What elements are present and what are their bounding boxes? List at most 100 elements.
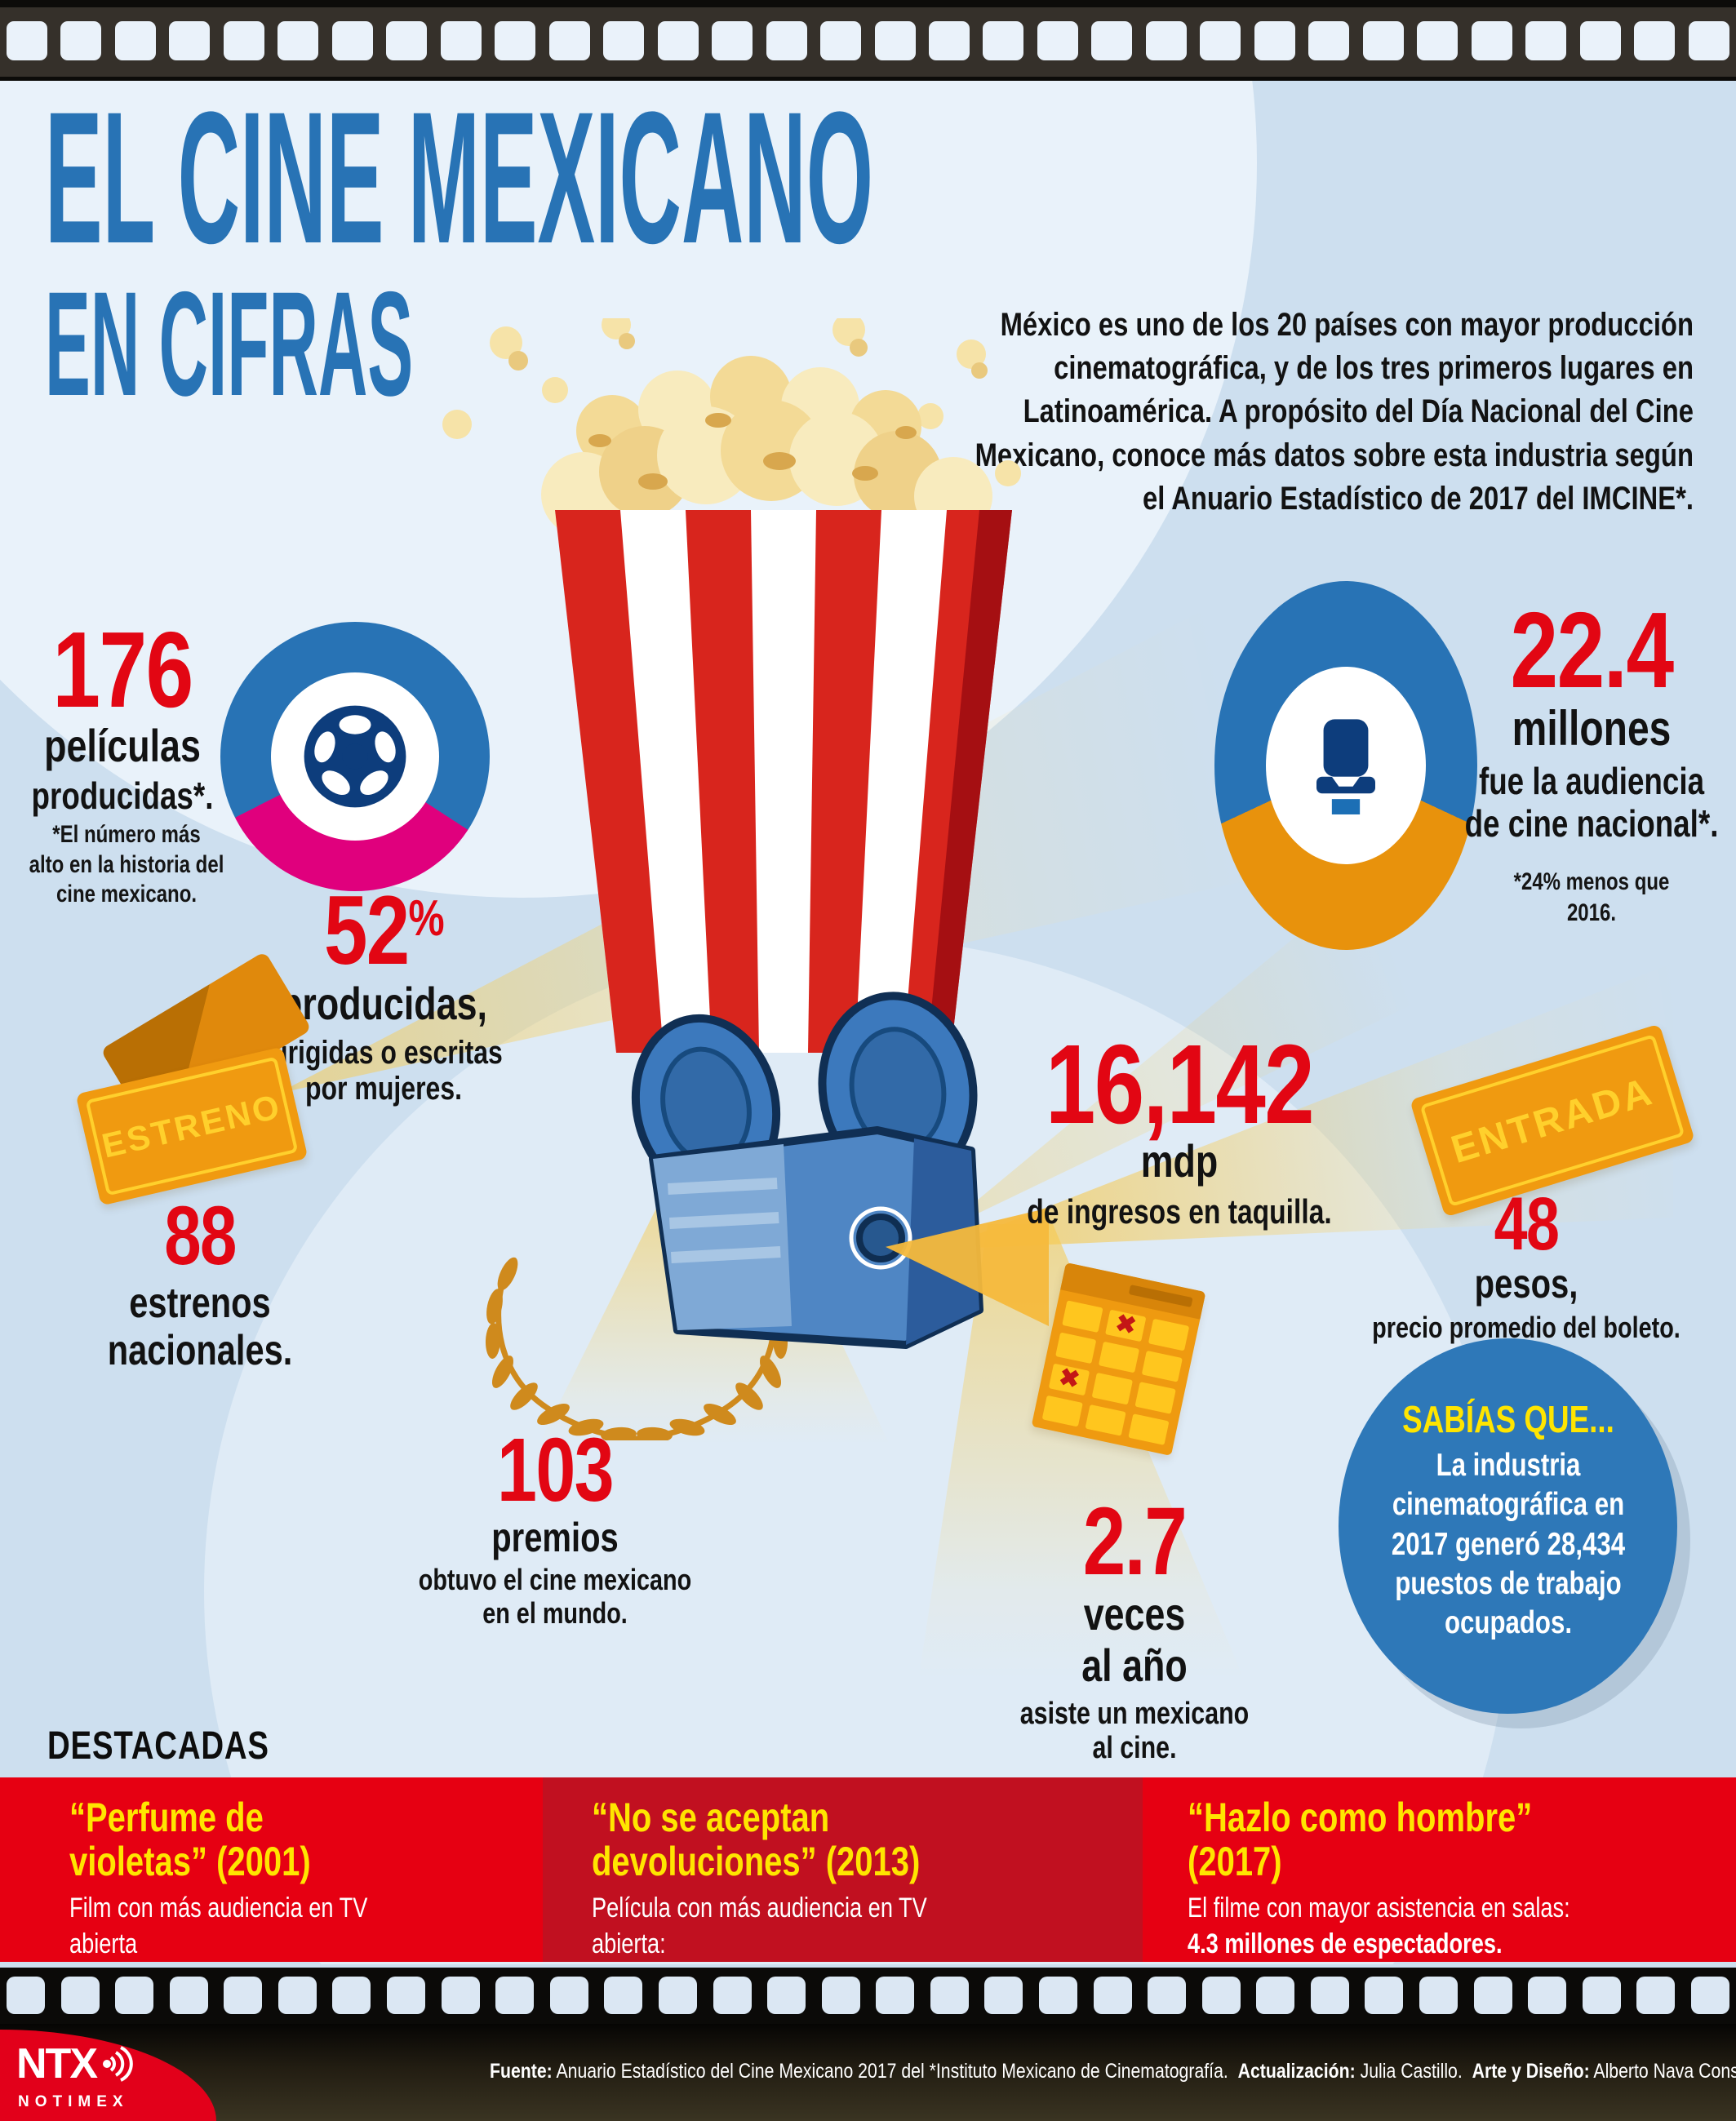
- film-sprocket-hole: [1417, 21, 1459, 60]
- stat-audiencia-footnote: *24% menos que 2016.: [1513, 868, 1670, 926]
- film-sprocket-hole: [930, 1977, 969, 2014]
- notimex-logo-badge: NTX NOTIMEX: [0, 2030, 216, 2121]
- highlight-film-3: “Hazlo como hombre” (2017) El filme con …: [1143, 1777, 1736, 1962]
- intro-line: Latinoamérica. A propósito del Día Nacio…: [1023, 393, 1694, 430]
- film-sprocket-hole: [1037, 21, 1078, 60]
- film-reel-icon: [304, 705, 406, 808]
- film-sprocket-hole: [1145, 21, 1187, 60]
- ntx-logo: NTX: [16, 2043, 137, 2085]
- film-sprocket-hole: [387, 1977, 426, 2014]
- film-sprocket-hole: [224, 1977, 263, 2014]
- film-sprocket-hole: [984, 1977, 1023, 2014]
- film-title: “Hazlo como hombre” (2017): [1188, 1795, 1533, 1884]
- stat-number: 16,142: [1045, 1022, 1315, 1147]
- destacadas-heading: DESTACADAS: [47, 1724, 269, 1768]
- highlight-film-2: “No se aceptan devoluciones” (2013) Pelí…: [543, 1777, 1143, 1995]
- film-sprocket-hole: [1525, 21, 1567, 60]
- film-sprocket-hole: [1688, 21, 1729, 60]
- film-sprocket-hole: [115, 1977, 154, 2014]
- stat-number: 2.7: [1082, 1488, 1188, 1595]
- film-sprocket-hole: [1473, 1977, 1512, 2014]
- film-sprocket-hole: [1201, 1977, 1241, 2014]
- film-sprocket-hole: [277, 1977, 317, 2014]
- stat-peliculas-producidas: 176 películas producidas*.: [0, 610, 286, 817]
- film-sprocket-hole: [114, 21, 156, 60]
- film-sprocket-hole: [386, 21, 428, 60]
- footer-bar: Fuente: Anuario Estadístico del Cine Mex…: [0, 2024, 1736, 2121]
- film-sprocket-hole: [657, 21, 699, 60]
- intro-line: cinematográfica, y de los tres primeros …: [1054, 350, 1694, 387]
- footer-credits: Fuente: Anuario Estadístico del Cine Mex…: [490, 2060, 1736, 2083]
- film-sprocket-hole: [820, 21, 862, 60]
- film-sprocket-hole: [712, 21, 753, 60]
- film-sprocket-hole: [1308, 21, 1350, 60]
- film-sprocket-hole: [1362, 21, 1404, 60]
- film-sprocket-hole: [1579, 21, 1621, 60]
- stat-taquilla: 16,142 mdp de ingresos en taquilla.: [1027, 1022, 1332, 1231]
- film-sprocket-hole: [331, 21, 373, 60]
- film-sprocket-hole: [1471, 21, 1512, 60]
- film-sprocket-hole: [1200, 21, 1241, 60]
- film-sprocket-hole: [1310, 1977, 1349, 2014]
- stat-boleto: 48 pesos, precio promedio del boleto.: [1372, 1183, 1681, 1345]
- film-title: “No se aceptan devoluciones” (2013): [592, 1795, 921, 1884]
- film-sprocket-hole: [604, 1977, 643, 2014]
- film-sprocket-hole: [1634, 21, 1676, 60]
- film-sprocket-hole: [928, 21, 970, 60]
- film-sprocket-hole: [549, 1977, 588, 2014]
- film-sprocket-hole: [60, 21, 102, 60]
- intro-paragraph: México es uno de los 20 países con mayor…: [690, 304, 1694, 521]
- title-line1: EL CINE MEXICANO: [45, 73, 874, 282]
- stat-number: 52%: [323, 876, 445, 985]
- intro-line: México es uno de los 20 países con mayor…: [1000, 307, 1694, 343]
- stat-label: películas: [44, 719, 201, 771]
- popcorn-bucket: [555, 510, 1012, 1053]
- film-sprocket-hole: [658, 1977, 697, 2014]
- title-line2: EN CIFRAS: [45, 260, 414, 427]
- film-sprocket-hole: [169, 1977, 208, 2014]
- film-sprocket-hole: [713, 1977, 752, 2014]
- film-sprocket-hole: [548, 21, 590, 60]
- pie-peliculas-mujeres: [220, 622, 490, 891]
- popcorn-projector-illustration: [442, 318, 1021, 1349]
- laurel-wreath-icon: [485, 1257, 788, 1440]
- film-sprocket-hole: [440, 21, 482, 60]
- film-sprocket-hole: [495, 21, 536, 60]
- stat-number: 176: [52, 610, 193, 730]
- filmstrip-top: [0, 0, 1736, 81]
- film-sprocket-hole: [874, 21, 916, 60]
- cinema-seat-icon: [1316, 719, 1375, 814]
- film-sprocket-hole: [441, 1977, 480, 2014]
- filmstrip-bottom: [0, 1964, 1736, 2024]
- highlight-film-1: “Perfume de violetas” (2001) Film con má…: [0, 1777, 543, 1995]
- film-sprocket-hole: [821, 1977, 860, 2014]
- film-projector-icon: [631, 992, 983, 1349]
- film-sprocket-hole: [169, 21, 211, 60]
- film-sprocket-hole: [223, 21, 264, 60]
- ticket-estreno: ESTRENO: [75, 1046, 309, 1206]
- sabias-title: SABÍAS QUE...: [1401, 1398, 1614, 1440]
- stat-sublabel: producidas*.: [31, 774, 214, 817]
- ticket-estreno-label: ESTRENO: [98, 1086, 286, 1165]
- popcorn-kernels: [442, 318, 1021, 486]
- film-sprocket-hole: [766, 21, 807, 60]
- sabias-que-bubble: SABÍAS QUE... La industria cinematográfi…: [1339, 1338, 1677, 1714]
- film-sprocket-hole: [1636, 1977, 1676, 2014]
- stat-frecuencia: 2.7 veces al año asiste un mexicano al c…: [1019, 1488, 1250, 1766]
- pie-audiencia: [1214, 581, 1477, 950]
- film-sprocket-hole: [1254, 21, 1295, 60]
- stat-number: 88: [164, 1189, 237, 1282]
- film-sprocket-hole: [1148, 1977, 1187, 2014]
- film-sprocket-hole: [1256, 1977, 1295, 2014]
- page-title: EL CINE MEXICANO EN CIFRAS: [45, 73, 1736, 427]
- popcorn-mound: [541, 356, 992, 537]
- film-sprocket-hole: [767, 1977, 806, 2014]
- film-sprocket-hole: [1091, 21, 1133, 60]
- ticket-entrada-label: ENTRADA: [1446, 1069, 1658, 1172]
- film-sprocket-hole: [7, 1977, 45, 2014]
- film-sprocket-hole: [277, 21, 319, 60]
- film-sprocket-hole: [1528, 1977, 1567, 2014]
- stat-peliculas-footnote: *El número más alto en la historia del c…: [29, 821, 224, 908]
- film-sprocket-hole: [1365, 1977, 1404, 2014]
